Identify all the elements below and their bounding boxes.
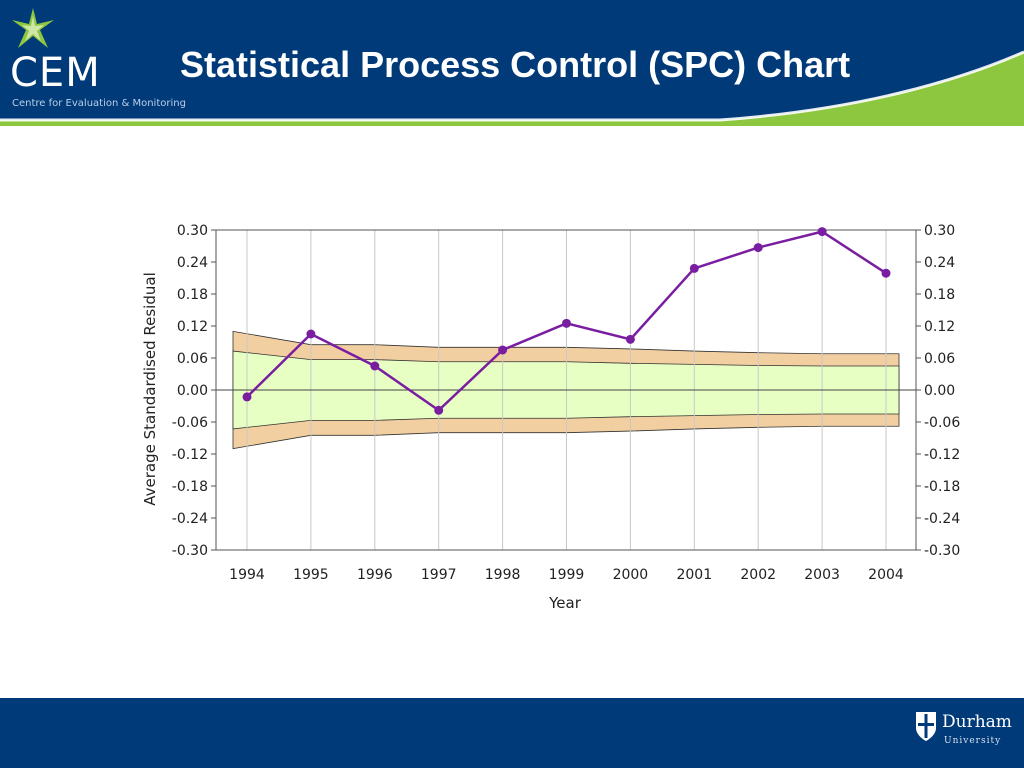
durham-university-logo: Durham University <box>914 710 1018 756</box>
data-point <box>562 318 571 328</box>
x-tick-label: 1999 <box>549 567 585 583</box>
footer-bar: Durham University <box>0 698 1024 768</box>
data-point <box>498 345 508 355</box>
data-point <box>370 361 380 371</box>
y-tick-label-right: 0.12 <box>924 319 955 335</box>
x-tick-label: 1996 <box>357 567 393 583</box>
data-point <box>753 243 763 253</box>
data-point <box>817 227 827 237</box>
y-tick-label-left: 0.06 <box>177 351 208 367</box>
y-tick-label-right: -0.18 <box>924 479 960 495</box>
x-tick-label: 2003 <box>804 567 840 583</box>
data-point <box>689 263 699 273</box>
chart-grid <box>216 230 916 550</box>
x-axis-ticks: 1994 1995 1996 1997 1998 1999 2000 2001 2002 2003… <box>229 567 904 583</box>
y-tick-label-left: 0.30 <box>177 223 208 239</box>
y-tick-label-left: 0.12 <box>177 319 208 335</box>
y-tick-label-right: 0.24 <box>924 255 955 271</box>
data-point <box>242 392 252 402</box>
x-tick-label: 1997 <box>421 567 457 583</box>
header-green-swoosh <box>0 52 1024 126</box>
y-tick-label-right: 0.00 <box>924 383 955 399</box>
y-axis-right-ticks: 0.30 0.24 0.18 0.12 0.06 0.00 -0.06 -0.12 -0.18 -… <box>916 223 960 559</box>
data-point <box>306 329 316 339</box>
x-tick-label: 1994 <box>229 567 265 583</box>
data-point <box>881 268 891 278</box>
durham-crest-icon <box>916 712 936 741</box>
cem-logo-subtitle: Centre for Evaluation & Monitoring <box>12 98 186 109</box>
x-tick-label: 1998 <box>485 567 521 583</box>
y-tick-label-right: -0.12 <box>924 447 960 463</box>
y-tick-label-left: 0.24 <box>177 255 208 271</box>
y-tick-label-right: 0.18 <box>924 287 955 303</box>
y-tick-label-left: 0.18 <box>177 287 208 303</box>
y-tick-label-left: -0.18 <box>172 479 208 495</box>
y-axis-left-ticks: 0.30 0.24 0.18 0.12 0.06 0.00 -0.06 -0.12 -0.18 -… <box>172 223 216 559</box>
spc-chart: 0.30 0.24 0.18 0.12 0.06 0.00 -0.06 -0.12 -0.18 -… <box>141 223 960 612</box>
y-tick-label-right: -0.06 <box>924 415 960 431</box>
y-tick-label-left: 0.00 <box>177 383 208 399</box>
x-tick-label: 1995 <box>293 567 329 583</box>
y-axis-label: Average Standardised Residual <box>141 272 159 505</box>
x-tick-label: 2004 <box>868 567 904 583</box>
star-icon <box>12 8 54 48</box>
y-tick-label-right: -0.24 <box>924 511 960 527</box>
cem-logo <box>10 8 210 118</box>
durham-logo-text: Durham <box>942 712 1012 732</box>
y-tick-label-left: -0.30 <box>172 543 208 559</box>
page-title: Statistical Process Control (SPC) Chart <box>180 44 851 85</box>
x-tick-label: 2001 <box>676 567 712 583</box>
y-tick-label-left: -0.06 <box>172 415 208 431</box>
header-background <box>0 0 1024 126</box>
durham-logo-subtext: University <box>944 736 1002 746</box>
y-tick-label-left: -0.12 <box>172 447 208 463</box>
header-banner: CEM Centre for Evaluation & Monitoring S… <box>0 0 1024 126</box>
data-point <box>434 405 444 415</box>
y-tick-label-right: -0.30 <box>924 543 960 559</box>
cem-logo-text: CEM <box>10 50 101 96</box>
series-residuals <box>242 227 891 415</box>
x-axis-label: Year <box>548 594 582 612</box>
y-tick-label-right: 0.30 <box>924 223 955 239</box>
y-tick-label-right: 0.06 <box>924 351 955 367</box>
y-tick-label-left: -0.24 <box>172 511 208 527</box>
x-tick-label: 2002 <box>740 567 776 583</box>
x-tick-label: 2000 <box>613 567 649 583</box>
data-point <box>625 334 635 344</box>
